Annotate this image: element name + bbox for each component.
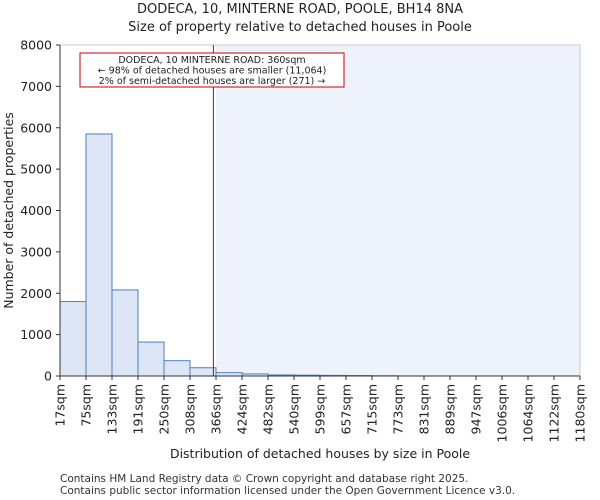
chart-subtitle: Size of property relative to detached ho… — [128, 20, 472, 35]
chart-title: DODECA, 10, MINTERNE ROAD, POOLE, BH14 8… — [136, 2, 464, 17]
annotation-line-2: ← 98% of detached houses are smaller (11… — [98, 66, 327, 77]
footer-copyright: Contains HM Land Registry data © Crown c… — [60, 473, 469, 485]
histogram-bar — [111, 289, 139, 377]
footer-licence: Contains public sector information licen… — [60, 485, 516, 497]
y-tick-label: 0 — [44, 369, 52, 384]
x-tick-label: 540sqm — [287, 384, 302, 434]
x-tick-label: 657sqm — [339, 384, 354, 434]
y-tick-label: 2000 — [20, 286, 52, 301]
x-tick-label: 308sqm — [183, 384, 198, 434]
x-tick-label: 482sqm — [261, 384, 276, 434]
histogram-bar — [137, 341, 165, 377]
x-tick-label: 889sqm — [443, 384, 458, 434]
x-tick-label: 773sqm — [391, 384, 406, 434]
x-tick-label: 133sqm — [105, 384, 120, 434]
x-tick-label: 599sqm — [313, 384, 328, 434]
annotation-box — [79, 52, 345, 88]
x-tick-label: 1064sqm — [521, 384, 536, 442]
x-axis-label: Distribution of detached houses by size … — [170, 446, 470, 461]
x-tick-label: 250sqm — [157, 384, 172, 434]
highlight-region — [216, 45, 580, 376]
y-tick-label: 5000 — [20, 162, 52, 177]
x-tick-label: 1006sqm — [495, 384, 510, 442]
y-tick-label: 8000 — [20, 38, 52, 53]
y-tick-label: 4000 — [20, 203, 52, 218]
y-tick-label: 1000 — [20, 327, 52, 342]
x-tick-label: 1180sqm — [573, 384, 588, 442]
x-tick-label: 366sqm — [209, 384, 224, 434]
y-tick-label: 6000 — [20, 120, 52, 135]
x-tick-label: 947sqm — [469, 384, 484, 434]
y-axis-label: Number of detached properties — [1, 112, 16, 309]
x-tick-label: 75sqm — [79, 384, 94, 427]
x-tick-label: 715sqm — [365, 384, 380, 434]
x-tick-label: 831sqm — [417, 384, 432, 434]
chart: 0 1000 2000 3000 4000 5000 6000 7000 8000 17sqm 75… — [1, 38, 588, 462]
x-tick-label: 191sqm — [131, 384, 146, 434]
histogram-bar — [85, 133, 113, 377]
annotation-line-3: 2% of semi-detached houses are larger (2… — [99, 76, 326, 87]
annotation-line-1: DODECA, 10 MINTERNE ROAD: 360sqm — [118, 55, 305, 66]
x-tick-label: 1122sqm — [547, 384, 562, 442]
histogram-bar — [189, 367, 217, 377]
y-tick-label: 3000 — [20, 244, 52, 259]
y-tick-label: 7000 — [20, 79, 52, 94]
histogram-bar — [59, 301, 87, 377]
histogram-bar — [163, 360, 191, 377]
x-tick-label: 424sqm — [235, 384, 250, 434]
x-tick-label: 17sqm — [53, 384, 68, 427]
